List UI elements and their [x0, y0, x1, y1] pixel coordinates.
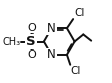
Text: Cl: Cl: [71, 66, 81, 76]
Text: S: S: [26, 35, 36, 48]
Text: O: O: [27, 50, 36, 60]
Text: O: O: [27, 23, 36, 33]
Text: Cl: Cl: [74, 8, 84, 18]
Text: N: N: [47, 48, 56, 61]
Text: N: N: [47, 22, 56, 35]
Text: CH₃: CH₃: [3, 37, 21, 46]
